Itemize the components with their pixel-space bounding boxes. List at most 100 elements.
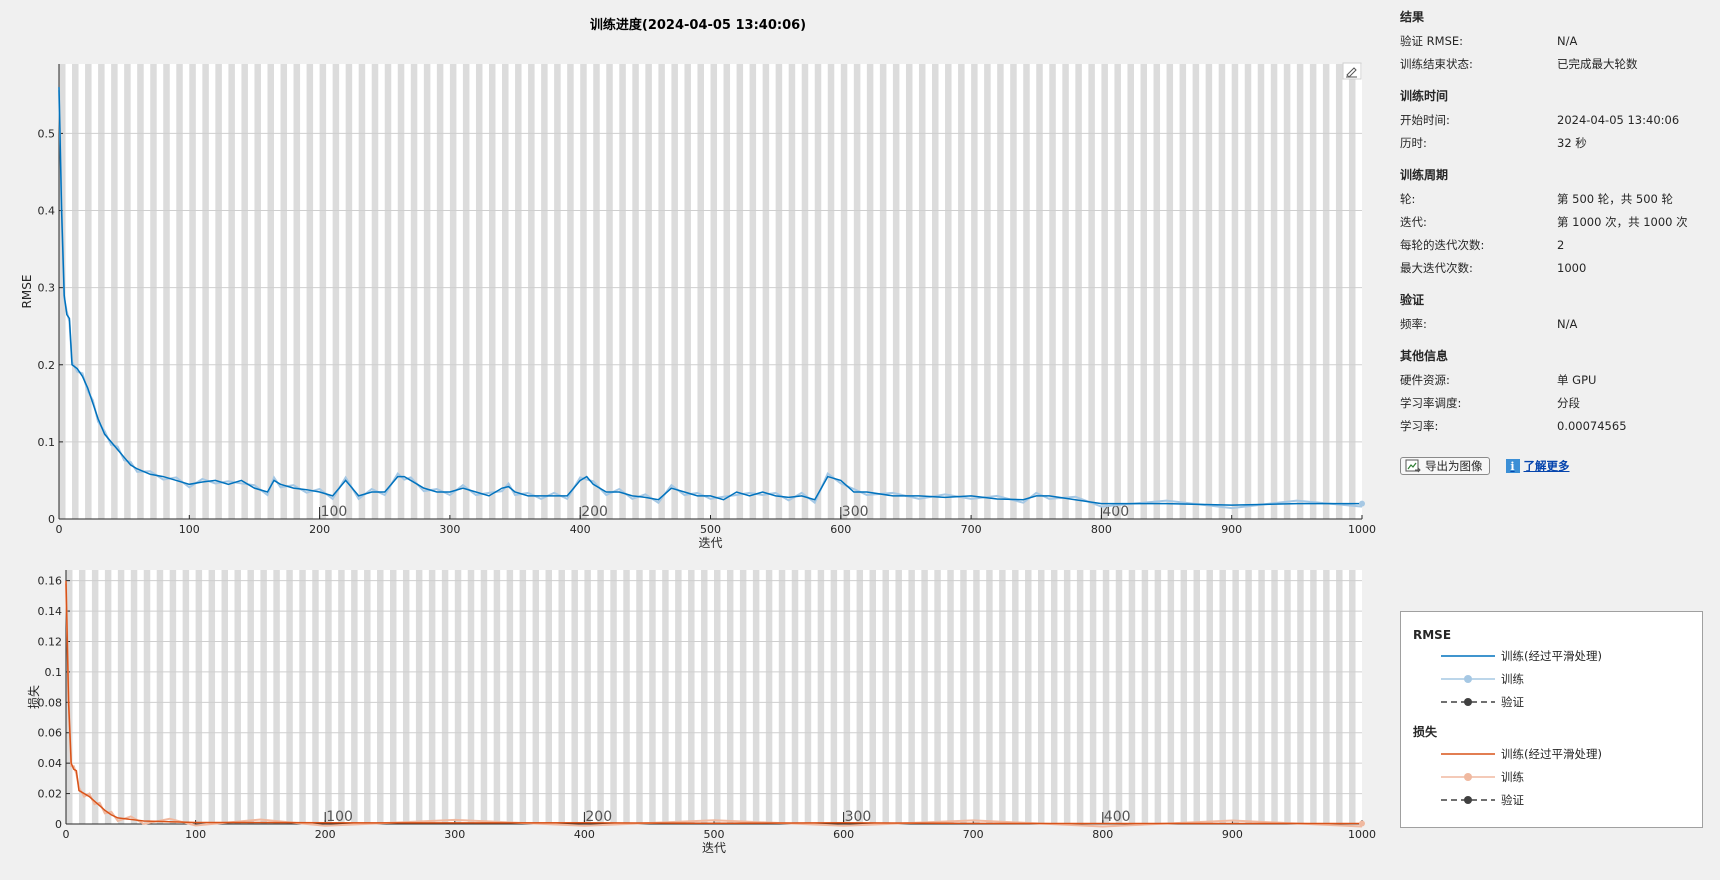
epoch-band xyxy=(371,64,379,519)
epoch-band xyxy=(1192,64,1200,519)
epoch-band xyxy=(1049,64,1056,519)
epoch-band xyxy=(1140,64,1148,519)
epoch-marker-label: 300 xyxy=(842,504,869,520)
epoch-band xyxy=(390,570,397,824)
other-title: 其他信息 xyxy=(1400,349,1449,363)
epoch-band xyxy=(1193,570,1200,824)
x-tick-label: 900 xyxy=(1221,523,1242,536)
epoch-band xyxy=(462,64,470,519)
epoch-band xyxy=(960,570,967,824)
epoch-band xyxy=(358,64,366,519)
epoch-band xyxy=(195,570,203,824)
info-row: 学习率调度: 分段 xyxy=(1400,395,1580,410)
legend-validation-swatch xyxy=(1441,795,1495,804)
y-tick-label: 0.3 xyxy=(38,282,56,295)
epoch-band xyxy=(584,570,591,824)
epoch-band xyxy=(182,570,190,824)
epoch-band xyxy=(895,570,902,824)
epoch-band xyxy=(397,64,405,519)
epoch-band xyxy=(1271,570,1278,824)
legend-rmse-raw: 训练 xyxy=(1413,667,1690,690)
learn-more-link[interactable]: i 了解更多 xyxy=(1505,458,1570,474)
epoch-band xyxy=(947,570,954,824)
epoch-band xyxy=(649,570,656,824)
epoch-band xyxy=(273,570,280,824)
epoch-band xyxy=(801,64,809,519)
epoch-band xyxy=(351,570,358,824)
y-tick-label: 0.12 xyxy=(38,635,63,648)
epoch-band xyxy=(869,570,876,824)
epoch-band xyxy=(293,64,301,519)
axes-toolbar-icon[interactable] xyxy=(1342,62,1362,80)
epoch-band xyxy=(202,64,209,519)
legend-label: 验证 xyxy=(1501,792,1524,807)
info-row: 轮: 第 500 轮，共 500 轮 xyxy=(1400,191,1674,206)
epoch-band xyxy=(325,570,332,824)
epoch-band xyxy=(632,64,639,519)
legend-line-swatch xyxy=(1441,654,1495,657)
epoch-band xyxy=(778,570,786,824)
epoch-band xyxy=(606,64,613,519)
epoch-band xyxy=(475,64,483,519)
legend-rmse-smooth: 训练(经过平滑处理) xyxy=(1413,644,1690,667)
epoch-band xyxy=(934,570,941,824)
epoch-band xyxy=(286,570,293,824)
export-image-button[interactable]: 导出为图像 xyxy=(1400,457,1490,475)
epoch-band xyxy=(762,64,770,519)
epoch-band xyxy=(436,64,444,519)
x-tick-label: 800 xyxy=(1091,523,1112,536)
y-tick-label: 0.4 xyxy=(38,205,56,218)
epoch-band xyxy=(1322,64,1330,519)
epoch-band xyxy=(104,570,112,824)
epoch-band xyxy=(882,570,889,824)
epoch-band xyxy=(1166,64,1174,519)
epoch-band xyxy=(91,570,99,824)
epoch-band xyxy=(892,64,900,519)
epoch-band xyxy=(1336,570,1343,824)
epoch-band xyxy=(1257,64,1265,519)
epoch-band xyxy=(1348,64,1356,519)
epoch-band xyxy=(163,64,170,519)
epoch-band xyxy=(567,64,574,519)
epoch-band xyxy=(1231,64,1239,519)
epoch-band xyxy=(1102,570,1110,824)
x-tick-label: 300 xyxy=(444,828,465,841)
legend-label: 训练(经过平滑处理) xyxy=(1501,746,1602,761)
epoch-band xyxy=(701,570,708,824)
epoch-band xyxy=(1349,570,1356,824)
epoch-band xyxy=(532,570,540,824)
epoch-band xyxy=(117,570,125,824)
epoch-band xyxy=(1244,64,1252,519)
epoch-band xyxy=(545,570,552,824)
epoch-band xyxy=(1128,570,1136,824)
epoch-band xyxy=(1309,64,1317,519)
x-axis-label: 迭代 xyxy=(702,841,726,855)
epoch-band xyxy=(150,64,157,519)
epoch-band xyxy=(319,64,327,519)
x-tick-label: 0 xyxy=(63,828,70,841)
x-tick-label: 500 xyxy=(700,523,721,536)
epoch-band xyxy=(1114,64,1121,519)
epoch-band xyxy=(671,64,678,519)
epoch-band xyxy=(688,570,695,824)
epoch-band xyxy=(1206,570,1213,824)
y-tick-label: 0.16 xyxy=(38,575,63,588)
info-panel: 结果 验证 RMSE: N/A 训练结束状态: 已完成最大轮数 训练时间 开始时间:… xyxy=(1400,8,1710,475)
epoch-band xyxy=(905,64,913,519)
epoch-band xyxy=(423,64,431,519)
info-row: 历时: 32 秒 xyxy=(1400,135,1587,150)
x-tick-label: 400 xyxy=(574,828,595,841)
x-tick-label: 500 xyxy=(704,828,725,841)
y-tick-label: 0.5 xyxy=(38,127,56,140)
epoch-band xyxy=(234,570,241,824)
epoch-band xyxy=(775,64,783,519)
epoch-band xyxy=(502,64,509,519)
epoch-band xyxy=(853,64,861,519)
results-title: 结果 xyxy=(1400,10,1425,24)
epoch-band xyxy=(364,570,371,824)
x-tick-label: 200 xyxy=(315,828,336,841)
epoch-band xyxy=(1270,64,1278,519)
epoch-band xyxy=(241,64,248,519)
epoch-band xyxy=(221,570,228,824)
export-image-label: 导出为图像 xyxy=(1425,459,1483,473)
